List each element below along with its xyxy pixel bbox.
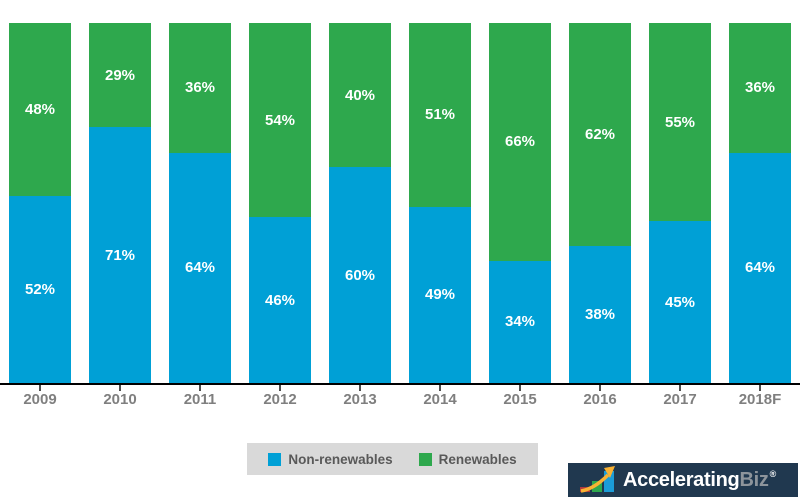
legend-swatch-icon [268, 452, 282, 466]
data-label: 62% [584, 126, 616, 144]
legend-label: Renewables [438, 451, 517, 467]
x-axis-line [0, 383, 800, 385]
data-label: 66% [504, 133, 536, 151]
segment-non-renewables-2016: 38% [569, 246, 631, 383]
bar-2017: 55% 45% [649, 23, 711, 383]
segment-renewables-2014: 51% [409, 23, 471, 207]
segment-non-renewables-2014: 49% [409, 206, 471, 383]
bar-2010: 29% 71% [89, 23, 151, 383]
segment-non-renewables-2013: 60% [329, 167, 391, 383]
x-axis-tick [39, 385, 41, 391]
stacked-bar-chart: 48% 52% 2009 29% 71% 2010 36% 64% 2011 54% 46% 2012… [0, 23, 800, 408]
data-label: 64% [744, 259, 776, 277]
x-axis-label-2009: 2009 [23, 391, 57, 408]
x-axis-tick [359, 385, 361, 391]
legend-label: Non-renewables [288, 451, 393, 467]
x-axis-label-2015: 2015 [503, 391, 537, 408]
legend: Non-renewables Renewables [247, 443, 538, 475]
x-axis-tick [279, 385, 281, 391]
data-label: 71% [104, 246, 136, 264]
data-label: 29% [104, 66, 136, 84]
x-axis-label-2014: 2014 [423, 391, 457, 408]
logo-text-primary: Accelerating [623, 468, 740, 491]
legend-swatch-icon [418, 452, 432, 466]
legend-item-non-renewables: Non-renewables [268, 451, 393, 467]
data-label: 46% [264, 291, 296, 309]
data-label: 36% [184, 79, 216, 97]
legend-item-renewables: Renewables [418, 451, 517, 467]
segment-non-renewables-2009: 52% [9, 195, 71, 383]
data-label: 64% [184, 259, 216, 277]
x-axis-tick [439, 385, 441, 391]
data-label: 36% [744, 79, 776, 97]
data-label: 54% [264, 111, 296, 129]
x-axis-tick [519, 385, 521, 391]
segment-renewables-2017: 55% [649, 23, 711, 221]
segment-non-renewables-2011: 64% [169, 152, 231, 383]
bar-2015: 66% 34% [489, 23, 551, 383]
x-axis-label-2016: 2016 [583, 391, 617, 408]
x-axis-label-2011: 2011 [183, 391, 217, 408]
segment-renewables-2012: 54% [249, 23, 311, 218]
bar-2009: 48% 52% [9, 23, 71, 383]
segment-renewables-2013: 40% [329, 23, 391, 167]
data-label: 49% [424, 286, 456, 304]
data-label: 52% [24, 280, 56, 298]
data-label: 40% [344, 86, 376, 104]
x-axis-tick [199, 385, 201, 391]
x-axis-label-2010: 2010 [103, 391, 137, 408]
data-label: 38% [584, 306, 616, 324]
data-label: 60% [344, 266, 376, 284]
data-label: 51% [424, 106, 456, 124]
bar-2016: 62% 38% [569, 23, 631, 383]
data-label: 48% [24, 100, 56, 118]
segment-renewables-2009: 48% [9, 23, 71, 196]
segment-non-renewables-2015: 34% [489, 260, 551, 383]
registered-trademark-symbol: ® [769, 468, 777, 479]
x-axis-tick [679, 385, 681, 391]
logo-text-secondary: Biz [739, 468, 769, 491]
segment-renewables-2018f: 36% [729, 23, 791, 153]
growth-bars-arrow-icon [580, 466, 615, 493]
x-axis-tick [599, 385, 601, 391]
segment-non-renewables-2018f: 64% [729, 152, 791, 383]
bar-2014: 51% 49% [409, 23, 471, 383]
data-label: 45% [664, 293, 696, 311]
segment-renewables-2010: 29% [89, 23, 151, 128]
x-axis-tick [759, 385, 761, 391]
bar-2018f: 36% 64% [729, 23, 791, 383]
segment-non-renewables-2012: 46% [249, 217, 311, 383]
x-axis-label-2012: 2012 [263, 391, 297, 408]
segment-non-renewables-2017: 45% [649, 221, 711, 383]
data-label: 34% [504, 313, 536, 331]
acceleratingbiz-logo: AcceleratingBiz® [568, 463, 798, 497]
logo-wordmark: AcceleratingBiz® [623, 469, 776, 492]
x-axis-label-2018f: 2018F [738, 391, 782, 408]
bar-2011: 36% 64% [169, 23, 231, 383]
segment-renewables-2016: 62% [569, 23, 631, 247]
segment-renewables-2011: 36% [169, 23, 231, 153]
x-axis-tick [119, 385, 121, 391]
segment-renewables-2015: 66% [489, 23, 551, 261]
data-label: 55% [664, 113, 696, 131]
segment-non-renewables-2010: 71% [89, 127, 151, 383]
x-axis-label-2017: 2017 [663, 391, 697, 408]
bar-2013: 40% 60% [329, 23, 391, 383]
x-axis-label-2013: 2013 [343, 391, 377, 408]
bar-2012: 54% 46% [249, 23, 311, 383]
